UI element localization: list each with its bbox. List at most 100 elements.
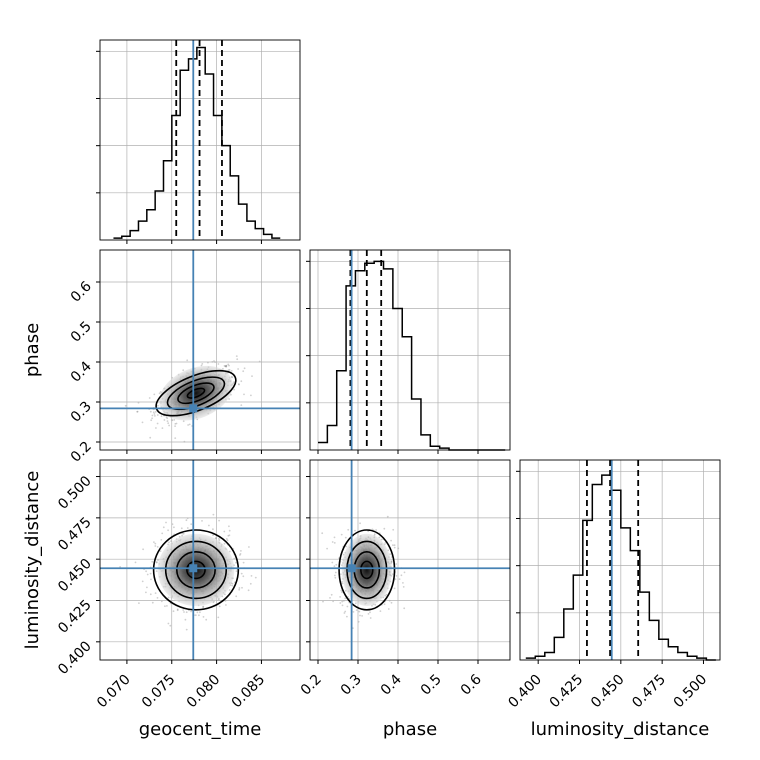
sample-point: [134, 561, 137, 564]
sample-point: [385, 593, 388, 596]
sample-point: [141, 580, 144, 583]
sample-point: [186, 359, 189, 362]
panel-frame-luminosity_distance-vs-geocent_time: [99, 459, 301, 661]
sample-point: [389, 553, 391, 555]
sample-point: [160, 600, 163, 603]
truth-marker-luminosity_distance-vs-phase: [347, 564, 356, 573]
sample-point: [176, 608, 179, 611]
sample-point: [201, 520, 203, 522]
sample-point: [163, 419, 166, 421]
y-tick-label-luminosity_distance-2: 0.450: [55, 556, 95, 596]
sample-point: [148, 397, 151, 399]
sample-point: [392, 528, 395, 531]
sample-point: [354, 602, 357, 605]
sample-point: [223, 530, 226, 533]
sample-point: [202, 606, 205, 608]
sample-point: [346, 615, 348, 618]
y-tick-label-phase-1: 0.3: [68, 399, 95, 426]
sample-point: [344, 536, 347, 539]
sample-point: [156, 546, 159, 548]
sample-point: [239, 553, 242, 555]
sample-point: [240, 550, 242, 552]
sample-point: [322, 600, 324, 603]
sample-point: [343, 612, 346, 614]
sample-point: [160, 415, 163, 418]
sample-point: [170, 540, 172, 542]
y-tick-label-phase-3: 0.5: [68, 319, 95, 346]
sample-point: [339, 596, 341, 598]
sample-point: [182, 420, 185, 423]
truth-marker-phase-vs-geocent_time: [189, 404, 198, 413]
sample-point: [168, 541, 170, 544]
sample-point: [228, 398, 231, 400]
x-tick-label-phase-3: 0.5: [418, 672, 445, 699]
sample-point: [237, 368, 240, 370]
panel-frame-luminosity_distance-vs-phase: [309, 459, 511, 661]
sample-point: [155, 561, 158, 564]
x-tick-label-luminosity_distance-4: 0.500: [671, 672, 711, 712]
x-tick-label-phase-4: 0.6: [458, 671, 485, 698]
sample-point: [225, 364, 228, 367]
x-tick-label-geocent_time-0: 0.070: [94, 672, 134, 712]
sample-point: [224, 365, 227, 367]
sample-point: [236, 358, 239, 361]
sample-point: [321, 532, 324, 535]
sample-point: [169, 624, 172, 627]
sample-point: [346, 605, 349, 608]
sample-point: [149, 436, 152, 439]
sample-point: [341, 580, 343, 583]
x-tick-label-luminosity_distance-2: 0.450: [588, 672, 628, 712]
x-tick-label-geocent_time-1: 0.075: [139, 672, 179, 712]
contour-luminosity_distance-vs-phase-0: [338, 529, 396, 611]
sample-point: [383, 603, 386, 606]
sample-point: [151, 417, 154, 420]
axes-layer: 0.070 0.075 0.080 0.085 0.2 0.3 0.4 0.5 0.6 0.400…: [55, 39, 721, 712]
sample-point: [190, 610, 193, 613]
sample-point: [218, 537, 220, 540]
y-tick-label-luminosity_distance-1: 0.425: [55, 597, 95, 637]
histogram-luminosity_distance: [525, 474, 716, 661]
hist-frame-geocent_time: [99, 39, 301, 241]
sample-point: [335, 563, 338, 566]
sample-point: [174, 425, 177, 427]
sample-point: [358, 610, 361, 613]
sample-point: [352, 611, 355, 613]
sample-point: [235, 355, 238, 357]
sample-point: [231, 376, 234, 379]
x-tick-label-phase-0: 0.2: [298, 672, 325, 699]
sample-point: [355, 609, 358, 611]
sample-point: [230, 370, 233, 372]
contour-luminosity_distance-vs-phase-3: [360, 560, 374, 580]
sample-point: [166, 420, 169, 422]
sample-point: [225, 604, 227, 606]
sample-point: [185, 628, 188, 631]
density-luminosity_distance-vs-phase: [341, 533, 392, 607]
sample-point: [251, 375, 253, 377]
sample-point: [235, 595, 238, 598]
sample-point: [369, 611, 371, 614]
y-tick-label-luminosity_distance-3: 0.475: [55, 514, 95, 554]
sample-point: [162, 526, 165, 529]
sample-point: [200, 364, 203, 367]
sample-point: [395, 575, 398, 577]
sample-point: [339, 573, 342, 576]
sample-point: [359, 522, 361, 525]
sample-point: [384, 594, 387, 597]
sample-point: [175, 422, 178, 425]
sample-point: [254, 576, 257, 579]
sample-point: [156, 422, 159, 425]
sample-point: [201, 363, 204, 365]
y-tick-label-luminosity_distance-0: 0.400: [55, 638, 95, 678]
sample-point: [141, 421, 144, 424]
sample-point: [330, 593, 333, 596]
sample-point: [154, 545, 157, 547]
density-phase-vs-geocent_time: [159, 365, 233, 421]
sample-point: [154, 411, 157, 413]
sample-point: [345, 545, 348, 548]
sample-point: [145, 570, 148, 573]
sample-point: [340, 589, 343, 592]
sample-point: [196, 611, 199, 614]
sample-point: [238, 588, 241, 591]
sample-point: [214, 537, 217, 540]
sample-point: [174, 437, 177, 439]
